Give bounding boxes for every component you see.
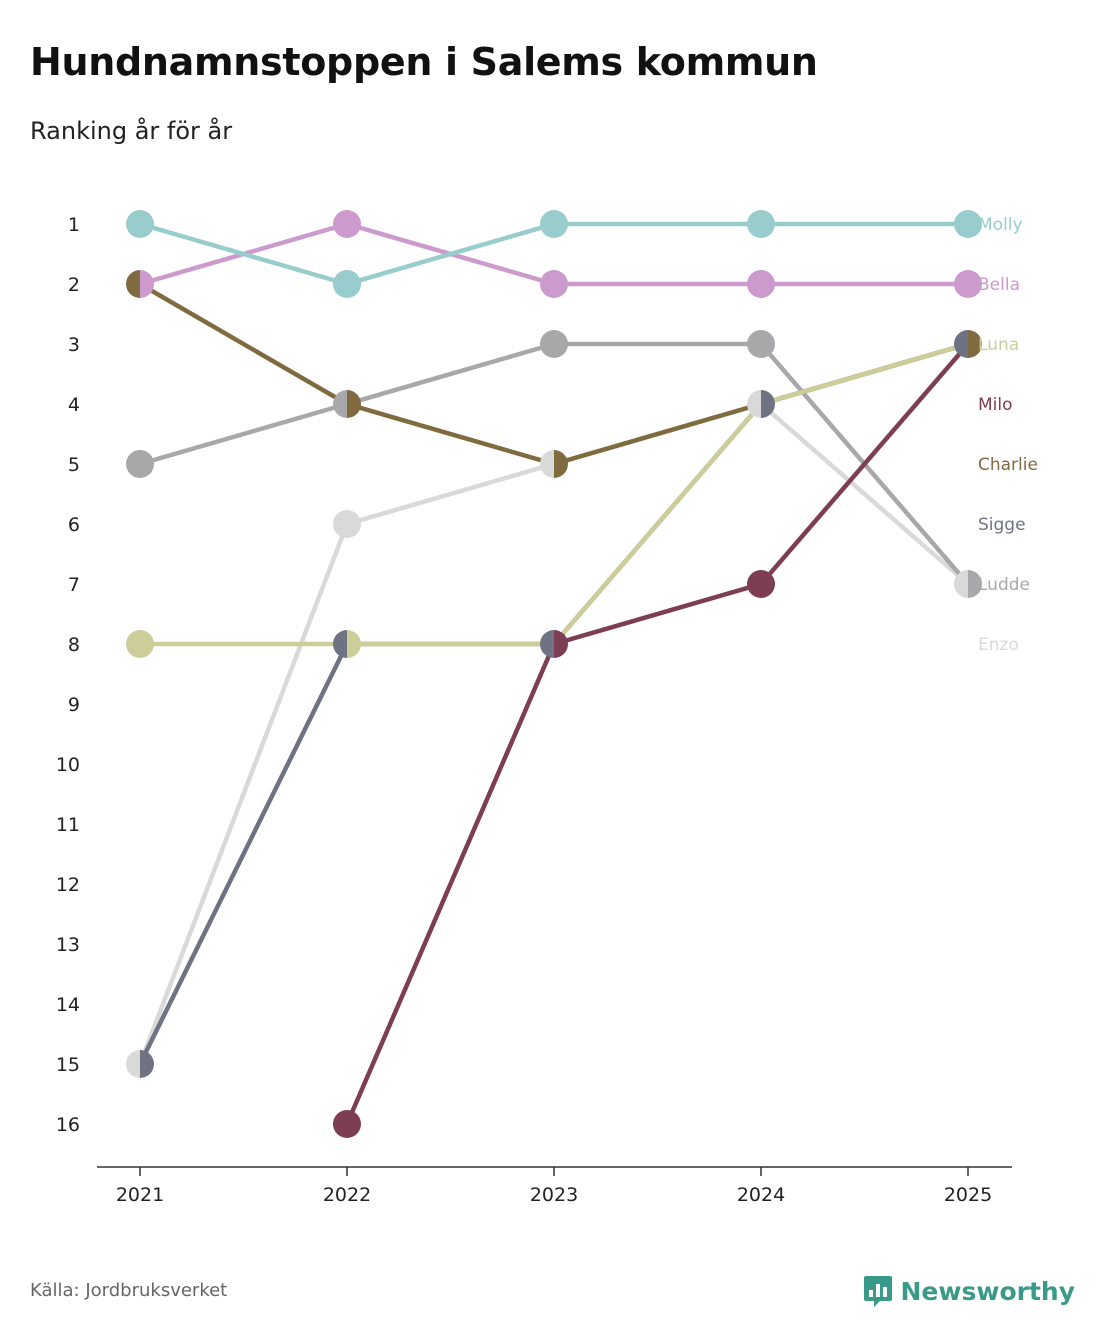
point-sigge-2025[interactable]	[954, 330, 968, 358]
x-axis-ticks: 2021 2022 2023 2024 2025	[116, 1167, 992, 1206]
x-tick-label-2024: 2024	[737, 1184, 785, 1206]
series-label-charlie: Charlie	[978, 455, 1038, 475]
point-enzo-2022[interactable]	[333, 510, 361, 538]
y-tick-label-15: 15	[56, 1054, 80, 1076]
point-bella-2022[interactable]	[333, 210, 361, 238]
point-ludde-2022[interactable]	[333, 390, 347, 418]
y-tick-label-4: 4	[68, 394, 80, 416]
brand-name: Newsworthy	[900, 1276, 1076, 1306]
x-tick-label-2022: 2022	[323, 1184, 371, 1206]
point-molly-2021[interactable]	[126, 210, 154, 238]
y-tick-label-11: 11	[56, 814, 80, 836]
point-milo-2024[interactable]	[747, 570, 775, 598]
point-bella-2021[interactable]	[140, 270, 154, 298]
chart-title: Hundnamnstoppen i Salems kommun	[30, 40, 818, 84]
y-tick-label-14: 14	[56, 994, 80, 1016]
series-label-sigge: Sigge	[978, 515, 1026, 535]
point-enzo-2024[interactable]	[747, 390, 761, 418]
x-tick-label-2021: 2021	[116, 1184, 164, 1206]
point-charlie-2023[interactable]	[554, 450, 568, 478]
point-ludde-2021[interactable]	[126, 450, 154, 478]
y-tick-label-12: 12	[56, 874, 80, 896]
y-tick-label-10: 10	[56, 754, 80, 776]
series-label-molly: Molly	[978, 215, 1023, 235]
point-enzo-2023[interactable]	[540, 450, 554, 478]
x-tick-label-2025: 2025	[944, 1184, 992, 1206]
series-line-milo[interactable]	[344, 341, 971, 1127]
y-tick-label-3: 3	[68, 334, 80, 356]
point-molly-2022[interactable]	[333, 270, 361, 298]
series-line-luna[interactable]	[137, 341, 971, 647]
series-line-enzo[interactable]	[137, 401, 971, 1067]
point-enzo-2021[interactable]	[126, 1050, 140, 1078]
newsworthy-logo-icon	[863, 1276, 892, 1307]
point-sigge-2023[interactable]	[540, 630, 554, 658]
y-tick-label-5: 5	[68, 454, 80, 476]
series-points	[126, 210, 982, 1138]
point-luna-2022[interactable]	[347, 630, 361, 658]
series-lines	[137, 221, 971, 1127]
x-tick-label-2023: 2023	[530, 1184, 578, 1206]
point-sigge-2022[interactable]	[333, 630, 347, 658]
series-label-bella: Bella	[978, 275, 1020, 295]
point-sigge-2024[interactable]	[761, 390, 775, 418]
y-tick-label-2: 2	[68, 274, 80, 296]
point-molly-2025[interactable]	[954, 210, 982, 238]
point-ludde-2025[interactable]	[968, 570, 982, 598]
point-charlie-2022[interactable]	[347, 390, 361, 418]
point-milo-2023[interactable]	[554, 630, 568, 658]
y-tick-label-7: 7	[68, 574, 80, 596]
brand-logo[interactable]: Newsworthy	[863, 1274, 1076, 1308]
point-charlie-2021[interactable]	[126, 270, 140, 298]
point-bella-2025[interactable]	[954, 270, 982, 298]
point-charlie-2025[interactable]	[968, 330, 982, 358]
y-tick-label-13: 13	[56, 934, 80, 956]
y-tick-label-1: 1	[68, 214, 80, 236]
series-labels: Molly Bella Luna Milo Charlie Sigge Ludde Enzo	[978, 215, 1038, 655]
y-tick-label-16: 16	[56, 1114, 80, 1136]
series-label-ludde: Ludde	[978, 575, 1030, 595]
series-label-milo: Milo	[978, 395, 1013, 415]
point-milo-2022[interactable]	[333, 1110, 361, 1138]
y-tick-label-8: 8	[68, 634, 80, 656]
point-ludde-2023[interactable]	[540, 330, 568, 358]
point-sigge-2021[interactable]	[140, 1050, 154, 1078]
point-bella-2023[interactable]	[540, 270, 568, 298]
y-tick-label-6: 6	[68, 514, 80, 536]
point-molly-2023[interactable]	[540, 210, 568, 238]
series-label-enzo: Enzo	[978, 635, 1019, 655]
point-luna-2021[interactable]	[126, 630, 154, 658]
series-label-luna: Luna	[978, 335, 1019, 355]
point-enzo-2025[interactable]	[954, 570, 968, 598]
point-molly-2024[interactable]	[747, 210, 775, 238]
source-note: Källa: Jordbruksverket	[30, 1280, 228, 1301]
point-bella-2024[interactable]	[747, 270, 775, 298]
chart-subtitle: Ranking år för år	[30, 117, 233, 145]
point-ludde-2024[interactable]	[747, 330, 775, 358]
y-tick-label-9: 9	[68, 694, 80, 716]
